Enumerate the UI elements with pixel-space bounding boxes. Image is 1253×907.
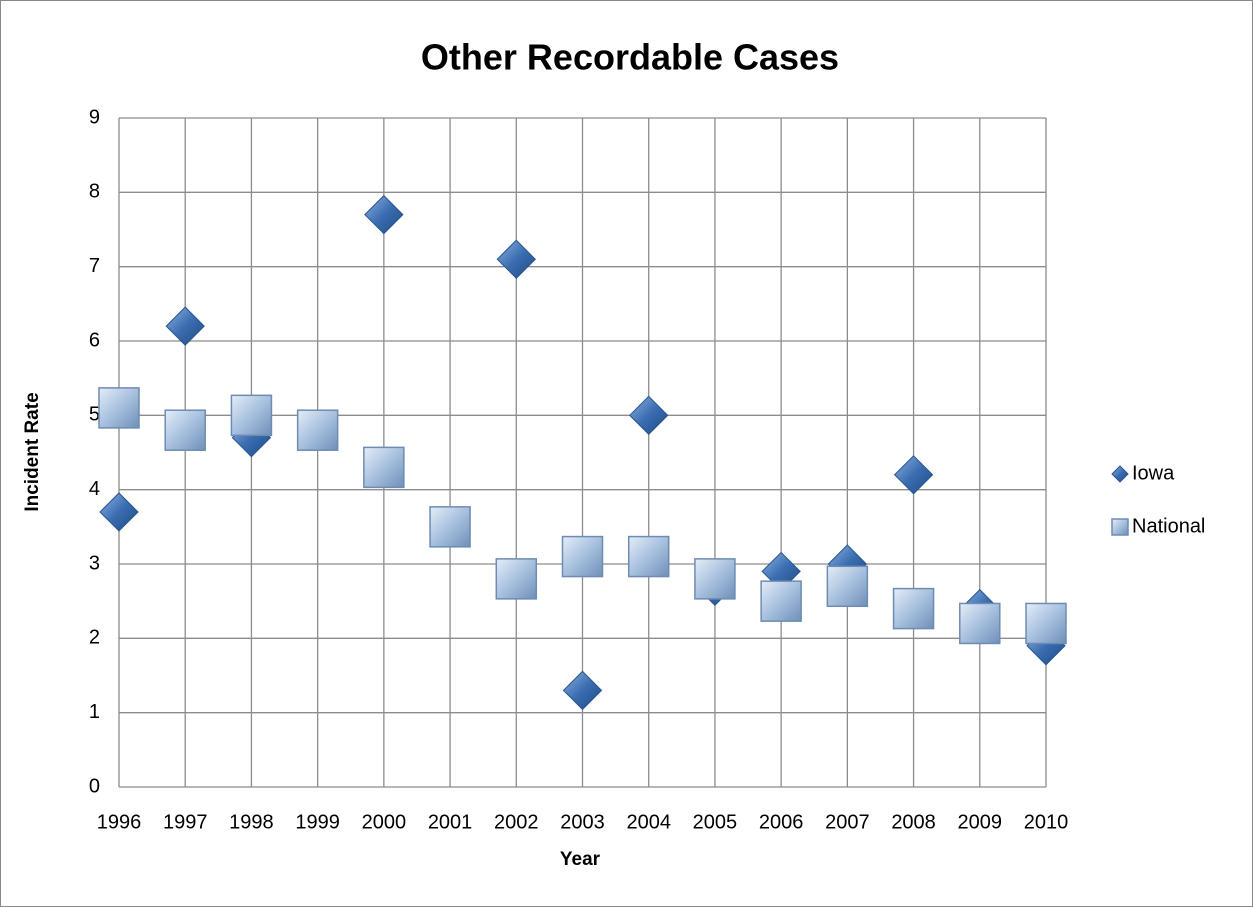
data-point: [99, 492, 139, 532]
x-tick-label: 2001: [428, 811, 473, 833]
x-tick-label: 2008: [891, 811, 936, 833]
y-tick-label: 2: [89, 627, 100, 649]
y-tick-label: 1: [89, 701, 100, 723]
y-tick-label: 8: [89, 181, 100, 203]
data-point: [164, 409, 206, 451]
data-point: [561, 535, 604, 578]
data-point: [627, 535, 670, 578]
data-point: [429, 506, 471, 548]
data-point: [364, 194, 404, 235]
data-point: [892, 587, 935, 630]
data-point: [363, 446, 405, 489]
chart-title: Other Recordable Cases: [421, 37, 839, 78]
x-tick-label: 2006: [759, 811, 804, 833]
x-tick-label: 2005: [693, 811, 738, 833]
data-point: [496, 239, 536, 279]
legend-marker: [1111, 465, 1129, 483]
y-tick-label: 0: [89, 775, 100, 797]
data-point: [562, 670, 603, 711]
x-tick-label: 1997: [163, 811, 208, 833]
x-tick-label: 1999: [295, 811, 340, 833]
data-point: [893, 455, 934, 495]
y-tick-label: 4: [89, 478, 100, 500]
data-point: [760, 580, 802, 622]
y-tick-label: 7: [89, 255, 100, 277]
x-tick-label: 2000: [362, 811, 407, 833]
x-tick-label: 2007: [825, 811, 870, 833]
x-axis-label: Year: [560, 849, 601, 870]
x-tick-label: 2002: [494, 811, 539, 833]
y-tick-label: 9: [89, 106, 100, 128]
legend-label: National: [1132, 515, 1205, 537]
legend-label: Iowa: [1132, 462, 1175, 484]
x-tick-label: 1996: [97, 811, 142, 833]
x-tick-label: 1998: [229, 811, 274, 833]
data-point: [230, 394, 273, 437]
x-tick-label: 2010: [1024, 811, 1069, 833]
data-point: [694, 558, 736, 600]
data-point: [826, 565, 869, 608]
data-point: [165, 306, 205, 346]
data-point: [959, 602, 1001, 645]
legend-marker: [1111, 518, 1129, 536]
data-point: [1025, 602, 1067, 645]
data-point: [296, 409, 339, 451]
y-tick-label: 5: [89, 404, 100, 426]
y-axis-label: Incident Rate: [22, 392, 43, 511]
y-tick-label: 6: [89, 329, 100, 351]
data-point: [98, 387, 140, 429]
x-tick-label: 2003: [560, 811, 605, 833]
data-point: [629, 395, 669, 436]
y-tick-label: 3: [89, 552, 100, 574]
data-point: [495, 558, 538, 600]
x-tick-label: 2004: [626, 811, 671, 833]
x-tick-label: 2009: [958, 811, 1003, 833]
